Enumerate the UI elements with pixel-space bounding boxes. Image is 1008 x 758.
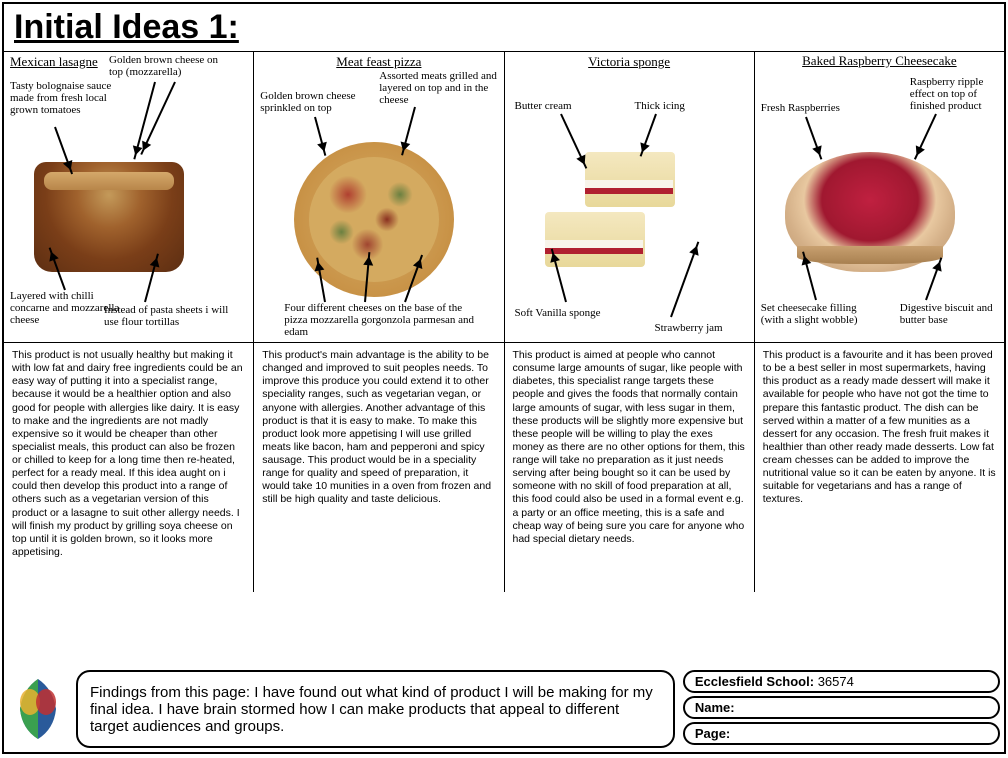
- meta-stack: Ecclesfield School: 36574 Name: Page:: [683, 670, 1000, 748]
- arrow-icon: [925, 257, 942, 300]
- label-meats: Assorted meats grilled and layered on to…: [379, 70, 499, 106]
- label-ripple: Raspberry ripple effect on top of finish…: [910, 76, 1000, 112]
- idea-description: This product is aimed at people who cann…: [505, 342, 754, 592]
- label-tortillas: Instead of pasta sheets i will use flour…: [104, 304, 234, 328]
- idea-description: This product's main advantage is the abi…: [254, 342, 503, 592]
- label-cheese-top: Golden brown cheese on top (mozzarella): [109, 54, 229, 78]
- idea-column-sponge: Victoria sponge Butter cream Thick icing…: [505, 52, 755, 592]
- idea-title: Mexican lasagne: [10, 54, 98, 70]
- arrow-icon: [401, 107, 416, 156]
- label-jam: Strawberry jam: [655, 322, 745, 334]
- label-sponge: Soft Vanilla sponge: [515, 307, 625, 319]
- page-label: Page:: [695, 726, 730, 741]
- label-cheese: Golden brown cheese sprinkled on top: [260, 90, 370, 114]
- label-base: Digestive biscuit and butter base: [900, 302, 995, 326]
- ideas-grid: Mexican lasagne Tasty bolognaise sauce m…: [4, 52, 1004, 592]
- name-label: Name:: [695, 700, 735, 715]
- arrow-icon: [914, 114, 937, 160]
- idea-column-lasagne: Mexican lasagne Tasty bolognaise sauce m…: [4, 52, 254, 592]
- idea-diagram: Meat feast pizza Golden brown cheese spr…: [254, 52, 503, 342]
- arrow-icon: [805, 117, 822, 160]
- school-value: 36574: [818, 674, 854, 689]
- idea-column-pizza: Meat feast pizza Golden brown cheese spr…: [254, 52, 504, 592]
- arrow-icon: [314, 117, 326, 156]
- idea-description: This product is a favourite and it has b…: [755, 342, 1004, 592]
- school-label: Ecclesfield School:: [695, 674, 814, 689]
- name-box: Name:: [683, 696, 1000, 719]
- findings-box: Findings from this page: I have found ou…: [76, 670, 675, 748]
- label-buttercream: Butter cream: [515, 100, 595, 112]
- label-base-cheese: Four different cheeses on the base of th…: [284, 302, 484, 338]
- school-logo-icon: [8, 674, 68, 744]
- label-raspberries: Fresh Raspberries: [761, 102, 861, 114]
- label-filling: Set cheesecake filling (with a slight wo…: [761, 302, 881, 326]
- sponge-image: [545, 152, 685, 272]
- idea-description: This product is not usually healthy but …: [4, 342, 253, 592]
- page-title: Initial Ideas 1:: [4, 4, 1004, 52]
- idea-diagram: Victoria sponge Butter cream Thick icing…: [505, 52, 754, 342]
- idea-column-cheesecake: Baked Raspberry Cheesecake Fresh Raspber…: [755, 52, 1004, 592]
- school-box: Ecclesfield School: 36574: [683, 670, 1000, 693]
- footer: Findings from this page: I have found ou…: [8, 670, 1000, 748]
- idea-diagram: Mexican lasagne Tasty bolognaise sauce m…: [4, 52, 253, 342]
- cheesecake-image: [785, 152, 955, 272]
- idea-title: Victoria sponge: [505, 54, 754, 70]
- idea-title: Meat feast pizza: [254, 54, 503, 70]
- findings-text: Findings from this page: I have found ou…: [90, 684, 661, 735]
- idea-diagram: Baked Raspberry Cheesecake Fresh Raspber…: [755, 52, 1004, 342]
- arrow-icon: [639, 114, 656, 157]
- page-box: Page:: [683, 722, 1000, 745]
- label-icing: Thick icing: [635, 100, 715, 112]
- label-sauce: Tasty bolognaise sauce made from fresh l…: [10, 80, 120, 116]
- page: Initial Ideas 1: Mexican lasagne Tasty b…: [2, 2, 1006, 754]
- idea-title: Baked Raspberry Cheesecake: [755, 54, 1004, 68]
